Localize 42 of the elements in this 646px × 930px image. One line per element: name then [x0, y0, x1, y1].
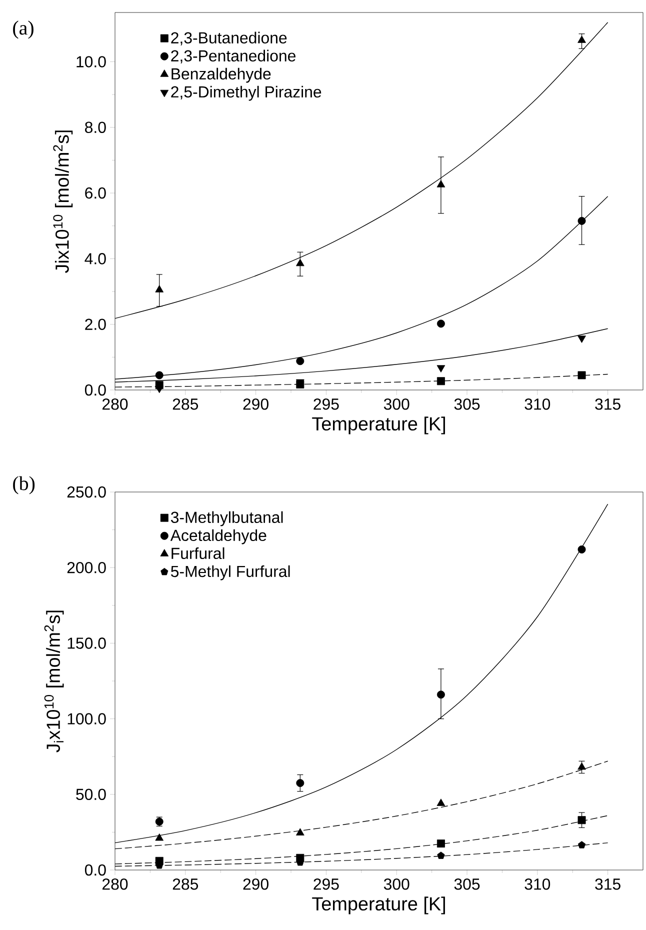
legend-label: 2,3-Butanedione: [171, 32, 287, 46]
y-tick-label: 150.0: [68, 638, 106, 649]
legend-label: Acetaldehyde: [170, 529, 266, 544]
y-axis-title: Jix10$^{10}$ [mol/m$^{2}$s]: [53, 130, 73, 273]
x-tick-label: 315: [595, 398, 620, 410]
text: (a): [13, 20, 34, 39]
x-tick-label: 305: [454, 878, 480, 890]
y-axis-title: J$_{i}$x10$^{10}$ [mol/m$^{2}$s]: [44, 610, 64, 752]
x-tick-label: 285: [172, 878, 198, 890]
y-tick-label: 100.0: [68, 713, 106, 724]
x-tick-label: 315: [595, 878, 620, 890]
x-axis-title: Temperature [K]: [312, 896, 445, 914]
legend-label: 2,3-Pentanedione: [171, 50, 296, 64]
x-tick-label: 300: [384, 878, 410, 890]
x-tick-label: 280: [102, 878, 128, 890]
y-tick-label: 200.0: [67, 562, 106, 574]
y-tick-label: 4.0: [84, 253, 106, 264]
y-tick-label: 8.0: [85, 122, 106, 134]
text: (b): [13, 476, 35, 494]
x-tick-label: 300: [384, 398, 410, 410]
legend-label: Furfural: [172, 547, 224, 560]
legend-label: 3-Methylbutanal: [170, 511, 283, 526]
x-tick-label: 280: [102, 398, 128, 410]
x-tick-label: 290: [243, 398, 268, 410]
x-tick-label: 310: [524, 878, 550, 890]
y-tick-label: 2.0: [85, 318, 106, 330]
y-tick-label: 250.0: [67, 486, 106, 498]
legend-label: Benzaldehyde: [172, 68, 271, 83]
legend-label: 2,5-Dimethyl Pirazine: [171, 86, 322, 101]
legend-label: 5-Methyl Furfural: [171, 565, 290, 580]
x-axis-title: Temperature [K]: [312, 416, 445, 434]
y-tick-label: 10.0: [76, 56, 106, 68]
x-tick-label: 285: [172, 398, 198, 410]
x-tick-label: 295: [314, 878, 339, 890]
x-tick-label: 310: [524, 398, 550, 410]
x-tick-label: 305: [454, 398, 480, 410]
y-tick-label: 0.0: [84, 864, 106, 876]
y-tick-label: 0.0: [84, 384, 106, 396]
x-tick-label: 290: [243, 878, 268, 890]
y-tick-label: 50.0: [76, 788, 106, 800]
y-tick-label: 6.0: [85, 187, 106, 199]
x-tick-label: 295: [314, 398, 339, 410]
